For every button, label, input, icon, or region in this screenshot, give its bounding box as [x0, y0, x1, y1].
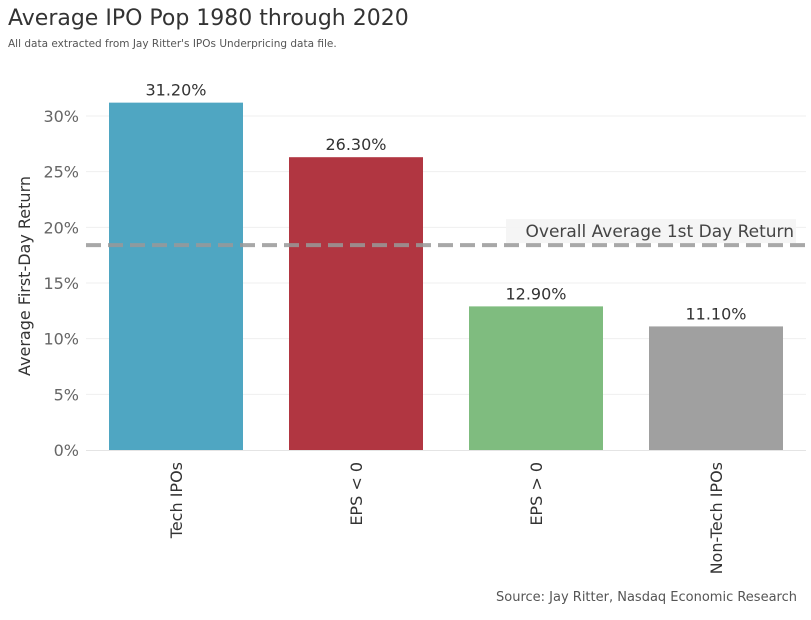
y-axis-ticks: 0% 5% 10% 15% 20% 25% 30%: [43, 107, 79, 460]
data-label: 12.90%: [505, 284, 566, 303]
x-category-label: Non-Tech IPOs: [707, 462, 726, 574]
bar-non-tech-ipos: [649, 326, 783, 450]
chart-subtitle: All data extracted from Jay Ritter's IPO…: [8, 38, 337, 50]
y-tick-label: 30%: [43, 107, 79, 126]
reference-label-background: [506, 219, 796, 244]
y-tick-label: 0%: [54, 441, 79, 460]
reference-line-group: Overall Average 1st Day Return: [86, 219, 806, 248]
data-labels: 31.20% 26.30% 12.90% 11.10%: [145, 81, 746, 324]
chart-title: Average IPO Pop 1980 through 2020: [8, 6, 409, 31]
bar-tech-ipos: [109, 102, 243, 450]
y-tick-label: 25%: [43, 163, 79, 182]
data-label: 31.20%: [145, 81, 206, 100]
source-note: Source: Jay Ritter, Nasdaq Economic Rese…: [496, 590, 797, 605]
y-tick-label: 5%: [54, 385, 79, 404]
x-category-label: Tech IPOs: [167, 462, 186, 539]
x-category-label: EPS > 0: [527, 462, 546, 526]
bar-eps-0: [289, 157, 423, 450]
reference-line-label: Overall Average 1st Day Return: [526, 222, 795, 242]
bar-eps-0: [469, 306, 603, 450]
x-category-label: EPS < 0: [347, 462, 366, 526]
data-label: 11.10%: [685, 304, 746, 323]
y-tick-label: 20%: [43, 218, 79, 237]
x-axis-categories: Tech IPOs EPS < 0 EPS > 0 Non-Tech IPOs: [167, 462, 726, 574]
y-tick-label: 10%: [43, 330, 79, 349]
bars: [109, 102, 783, 450]
y-axis-title: Average First-Day Return: [15, 176, 34, 376]
y-tick-label: 15%: [43, 274, 79, 293]
data-label: 26.30%: [325, 135, 386, 154]
